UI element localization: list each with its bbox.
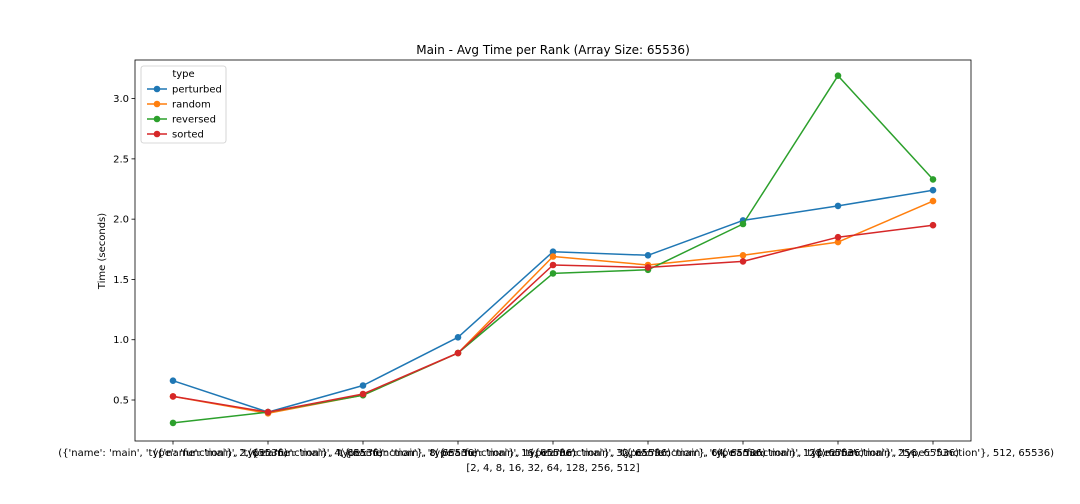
chart-title: Main - Avg Time per Rank (Array Size: 65… (416, 43, 690, 57)
y-tick-label: 1.0 (113, 335, 129, 346)
series-line-perturbed (172, 189, 934, 413)
x-tick-label: ({'name': 'main', 'type': 'function'}, 2… (58, 448, 287, 459)
data-point-sorted-1 (264, 408, 272, 416)
series-sorted (169, 221, 937, 416)
legend-label-reversed: reversed (172, 115, 216, 126)
legend-marker-sorted (153, 130, 161, 138)
legend-item-sorted: sorted (147, 130, 204, 141)
y-axis-label: Time (seconds) (97, 213, 108, 290)
data-point-reversed-4 (549, 270, 557, 277)
data-point-perturbed-2 (359, 382, 367, 389)
data-point-sorted-5 (644, 264, 652, 271)
y-tick-label: 1.5 (113, 275, 129, 286)
data-point-random-4 (549, 253, 557, 260)
data-point-perturbed-0 (169, 377, 177, 385)
legend-marker-random (153, 100, 161, 108)
x-tick-label: ({'name': 'main', 'type': 'function'}, 1… (340, 448, 576, 459)
data-point-reversed-0 (169, 419, 177, 427)
legend-marker-perturbed (153, 85, 161, 93)
x-tick-label: ({'name': 'main', 'type': 'function'}, 2… (717, 448, 959, 459)
data-point-perturbed-4 (549, 248, 557, 255)
data-point-sorted-3 (454, 349, 462, 357)
data-point-reversed-8 (929, 176, 937, 183)
x-tick-label: ({'name': 'main', 'type': 'function'}, 3… (435, 448, 671, 459)
legend-label-sorted: sorted (172, 130, 204, 141)
legend-marker-reversed (153, 115, 161, 123)
data-point-reversed-7 (834, 72, 842, 79)
legend-title: type (172, 69, 194, 80)
legend-item-reversed: reversed (147, 115, 216, 126)
plot-area: 0.5 1.0 1.5 2.0 2.5 3.0 ({'name': 'main', 'typ… (58, 59, 1054, 459)
x-axis-label: [2, 4, 8, 16, 32, 64, 128, 256, 512] (466, 463, 639, 474)
legend-item-random: random (147, 100, 211, 111)
data-point-sorted-0 (169, 393, 177, 400)
data-point-random-6 (739, 252, 747, 259)
data-point-perturbed-7 (834, 202, 842, 210)
data-point-random-8 (929, 197, 937, 205)
legend-label-perturbed: perturbed (172, 85, 222, 96)
data-point-sorted-8 (929, 221, 937, 229)
series-line-random (172, 200, 934, 415)
y-tick-label: 0.5 (113, 396, 129, 407)
data-point-random-7 (834, 238, 842, 246)
series-perturbed (169, 186, 937, 416)
x-tick-label: ({'name': 'main', 'type': 'function'}, 4… (153, 448, 382, 459)
x-tick-label: ({'name': 'main', 'type': 'function'}, 8… (248, 448, 477, 459)
x-tick-label: ({'name': 'main', 'type': 'function'}, 6… (530, 448, 766, 459)
data-point-sorted-2 (359, 390, 367, 398)
series-random (169, 197, 937, 417)
legend: type perturbed random reversed sorted (140, 65, 227, 144)
legend-item-perturbed: perturbed (147, 85, 222, 96)
data-point-sorted-7 (834, 233, 842, 241)
y-tick-label: 2.0 (113, 215, 129, 226)
data-point-sorted-6 (739, 258, 747, 265)
y-tick-label: 3.0 (113, 94, 129, 105)
y-tick-label: 2.5 (113, 154, 129, 165)
x-tick-label: ({'name': 'main', 'type': 'function'}, 5… (812, 448, 1054, 459)
x-tick-label: ({'name': 'main', 'type': 'function'}, 1… (622, 448, 864, 459)
data-point-sorted-4 (549, 261, 557, 269)
legend-box (140, 65, 227, 144)
data-point-perturbed-8 (929, 186, 937, 194)
data-point-reversed-6 (739, 220, 747, 228)
legend-label-random: random (172, 100, 211, 111)
data-point-perturbed-3 (454, 334, 462, 341)
data-point-perturbed-5 (644, 252, 652, 259)
